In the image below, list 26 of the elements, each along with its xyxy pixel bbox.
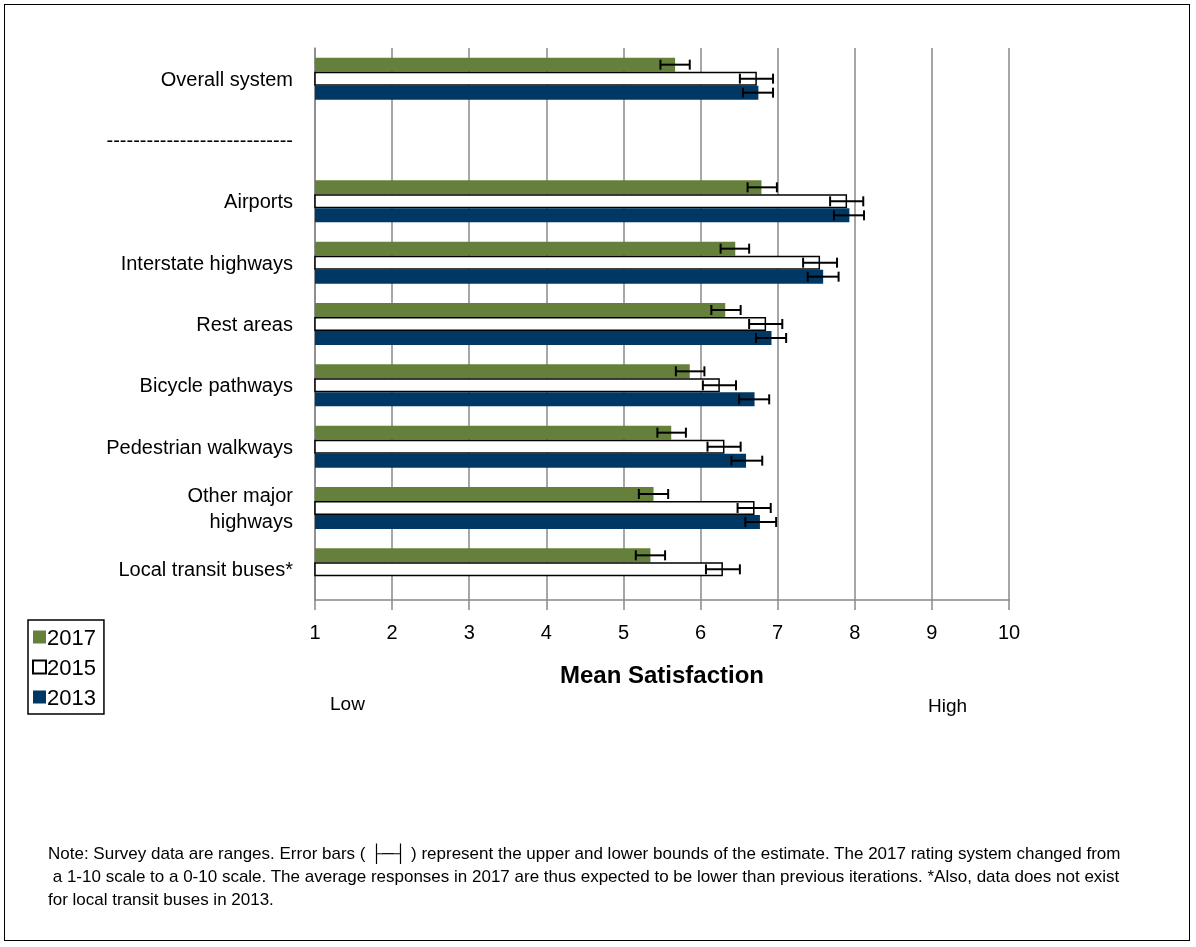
x-tick-label: 3 (463, 621, 475, 643)
x-tick-label: 7 (772, 621, 784, 643)
x-tick-label: 9 (926, 621, 938, 643)
x-tick-label: 1 (309, 621, 321, 643)
legend-label: 2015 (47, 654, 96, 680)
x-tick-label: 4 (540, 621, 552, 643)
x-tick-label: 8 (849, 621, 861, 643)
x-tick-label: 5 (617, 621, 630, 643)
y-tick-label: Interstate highways (120, 251, 293, 274)
y-tick-label: Overall system (160, 67, 293, 90)
y-tick-label: Rest areas (196, 313, 293, 335)
legend-label: 2013 (47, 684, 96, 710)
x-axis-title: Mean Satisfaction (559, 660, 765, 688)
y-tick-label: Bicycle pathways (139, 374, 293, 397)
x-tick-label: 10 (997, 621, 1021, 643)
legend-label: 2017 (47, 624, 96, 650)
x-tick-label: 6 (694, 621, 707, 643)
text: High (928, 695, 968, 716)
y-tick-label: Local transit buses* (118, 558, 294, 581)
y-tick-label: Other major highways (187, 484, 294, 532)
y-tick-label: ---------------------------- (106, 129, 293, 151)
y-tick-label: Pedestrian walkways (106, 435, 293, 458)
text: Note: Survey data are ranges. Error bars ( ├─┤ ) represent the upper and lower bounds of the estimate. The 2017 rating system changed from a 1-10 scale to a 0-10 scale. The average responses in 2017 are thus expected to be lower than previous iterations. *Also, data does not exist for local transit buses in 2013. (48, 843, 1125, 909)
text: Low (330, 693, 366, 714)
y-tick-label: Airports (224, 190, 293, 213)
x-tick-label: 2 (386, 621, 398, 643)
